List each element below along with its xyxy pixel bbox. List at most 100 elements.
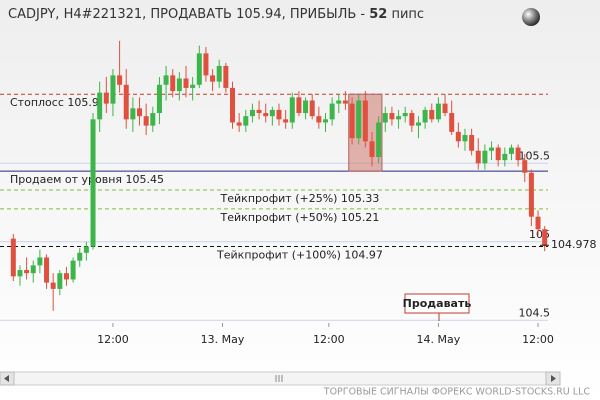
scroll-grip bbox=[275, 375, 283, 382]
candle-body bbox=[70, 260, 76, 280]
candle-body bbox=[435, 103, 441, 120]
candle-body bbox=[30, 265, 36, 274]
top-layer: 104.978 Продавать bbox=[403, 238, 597, 321]
candle-body bbox=[415, 122, 421, 126]
candle-body bbox=[376, 122, 382, 158]
candle-body bbox=[236, 122, 242, 126]
candle-body bbox=[110, 75, 116, 104]
title-text: CADJPY, H4#221321, ПРОДАВАТЬ 105.94, ПРИ… bbox=[8, 7, 365, 22]
candle-body bbox=[137, 108, 143, 117]
candle-body bbox=[542, 229, 548, 246]
candle-body bbox=[269, 109, 275, 117]
candle-body bbox=[502, 153, 508, 161]
candle-body bbox=[396, 116, 402, 120]
candle-body bbox=[150, 113, 156, 126]
candle-body bbox=[17, 270, 23, 277]
candle-body bbox=[455, 131, 461, 142]
candle-body bbox=[276, 109, 282, 120]
candle-body bbox=[522, 160, 528, 173]
candle-body bbox=[203, 53, 209, 76]
arrow-right bbox=[551, 375, 556, 382]
candle-body bbox=[90, 119, 96, 247]
candle-body bbox=[183, 78, 189, 88]
candle-body bbox=[256, 109, 262, 114]
candle-body bbox=[216, 65, 222, 82]
level-label: Продаем от уровня 105.45 bbox=[10, 173, 164, 186]
y-tick-label: 104.5 bbox=[519, 306, 551, 319]
x-tick-label: 12:00 bbox=[97, 333, 129, 346]
candle-body bbox=[24, 270, 30, 274]
globe-icon[interactable] bbox=[522, 8, 540, 26]
candle-body bbox=[508, 147, 514, 154]
level-label: Тейкпрофит (+50%) 105.21 bbox=[220, 211, 380, 224]
candle-body bbox=[156, 84, 162, 114]
candle-body bbox=[409, 113, 415, 126]
footer: ТОРГОВЫЕ СИГНАЛЫ ФОРЕКС WORLD-STOCKS.RU … bbox=[323, 387, 591, 398]
candle-body bbox=[342, 100, 348, 104]
candle-body bbox=[249, 109, 255, 117]
candle-body bbox=[97, 92, 103, 120]
candle-body bbox=[495, 147, 501, 161]
candle-body bbox=[130, 108, 136, 120]
candle-body bbox=[322, 119, 328, 123]
x-tick-label: 13. May bbox=[201, 333, 245, 346]
candle-body bbox=[296, 97, 302, 114]
candle-body bbox=[402, 113, 408, 117]
profit-value: 52 bbox=[369, 7, 387, 22]
candle-body bbox=[57, 273, 63, 289]
candle-body bbox=[63, 273, 69, 280]
candle-body bbox=[10, 238, 16, 277]
candle-body bbox=[37, 257, 43, 266]
profit-unit: пипс bbox=[391, 7, 424, 22]
candle-body bbox=[336, 100, 342, 104]
candle-body bbox=[143, 116, 149, 126]
candle-body bbox=[329, 103, 335, 120]
candle-body bbox=[163, 75, 169, 85]
button-label[interactable]: Продавать bbox=[403, 297, 472, 310]
candle-body bbox=[176, 78, 182, 92]
chart-title: CADJPY, H4#221321, ПРОДАВАТЬ 105.94, ПРИ… bbox=[8, 7, 424, 22]
candle-body bbox=[103, 92, 109, 104]
candle-body bbox=[303, 100, 309, 114]
candle-body bbox=[123, 84, 129, 120]
candle-body bbox=[482, 150, 488, 164]
candle-body bbox=[429, 109, 435, 120]
candle-body bbox=[117, 75, 123, 85]
candle-body bbox=[243, 116, 249, 126]
candle-body bbox=[382, 113, 388, 123]
candle-body bbox=[389, 113, 395, 120]
candle-body bbox=[535, 216, 541, 230]
candle-body bbox=[283, 119, 289, 123]
level-label: Тейкпрофит (+100%) 104.97 bbox=[216, 248, 383, 261]
x-tick-label: 12:00 bbox=[313, 333, 345, 346]
candle-body bbox=[77, 252, 83, 261]
candle-body bbox=[422, 109, 428, 123]
scrollbar[interactable] bbox=[0, 371, 561, 386]
button-box[interactable] bbox=[404, 293, 470, 314]
candle-layer bbox=[10, 40, 548, 311]
candle-body bbox=[515, 147, 521, 161]
arrow-left bbox=[4, 375, 9, 382]
candle-body bbox=[210, 75, 216, 82]
candle-body bbox=[190, 84, 196, 88]
candle-body bbox=[196, 53, 202, 85]
candle-body bbox=[44, 257, 50, 283]
candle-body bbox=[449, 113, 455, 132]
candle-body bbox=[349, 103, 355, 139]
candle-body bbox=[528, 172, 534, 217]
candle-body bbox=[289, 97, 295, 123]
candle-body bbox=[316, 116, 322, 123]
candle-body bbox=[475, 150, 481, 164]
candle-body bbox=[442, 103, 448, 114]
candle-body bbox=[462, 135, 468, 142]
candle-body bbox=[356, 100, 362, 139]
x-tick-label: 12:00 bbox=[522, 333, 554, 346]
candle-body bbox=[489, 147, 495, 151]
candle-body bbox=[83, 246, 89, 253]
last-price-label: 104.978 bbox=[551, 238, 597, 251]
candle-body bbox=[369, 141, 375, 158]
candle-body bbox=[309, 100, 315, 117]
